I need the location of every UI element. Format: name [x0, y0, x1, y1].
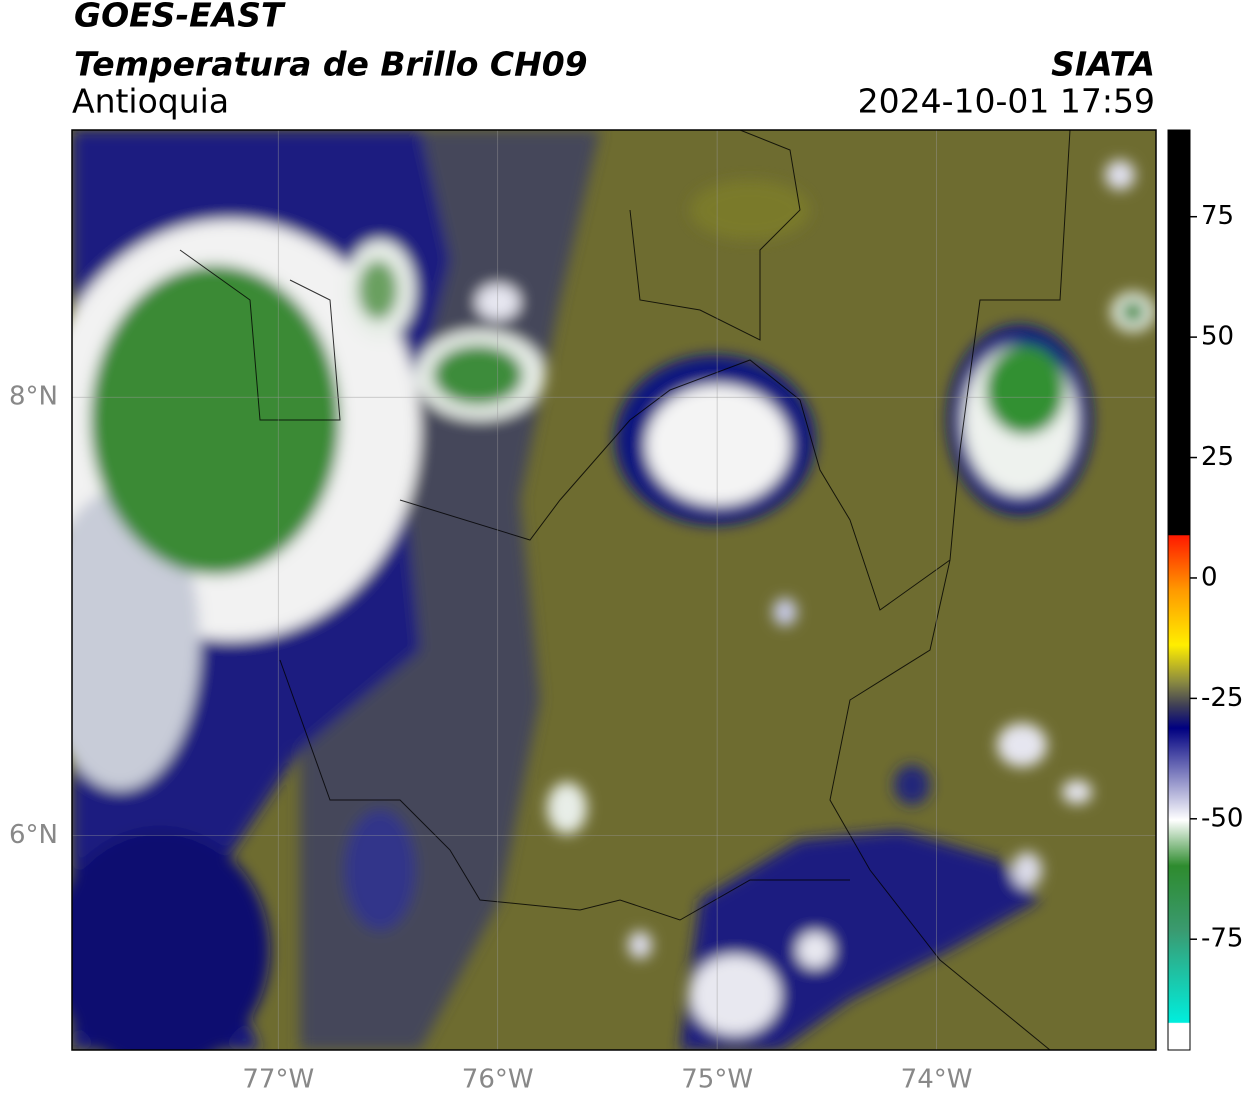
subtitle: Temperatura de Brillo CH09	[74, 45, 588, 84]
lon-tick-label: 77°W	[242, 1065, 314, 1095]
lon-tick-label: 75°W	[681, 1065, 753, 1095]
colorbar-tick-label: -75	[1201, 924, 1243, 954]
colorbar-tick-label: 25	[1201, 442, 1234, 472]
colorbar-tick-label: -50	[1201, 803, 1243, 833]
satellite-image	[72, 130, 1156, 1050]
colorbar-tick-label: 0	[1201, 562, 1218, 592]
graticule	[72, 130, 1156, 1050]
colorbar-tick-label: 50	[1201, 322, 1234, 352]
lat-tick-label: 6°N	[9, 820, 58, 850]
region: Antioquia	[72, 82, 229, 121]
map-frame	[71, 129, 1157, 1051]
lat-tick-label: 8°N	[9, 382, 58, 412]
lon-tick-label: 74°W	[901, 1065, 973, 1095]
datetime: 2024-10-01 17:59	[858, 82, 1155, 121]
title: GOES-EAST	[74, 0, 286, 35]
colorbar-tick-label: -25	[1201, 683, 1243, 713]
colorbar	[1167, 129, 1191, 1051]
ticks: 77°W 76°W 75°W 74°W 8°N 6°N 75 50 25 0 -25 -50 -75	[9, 201, 1243, 1094]
org: SIATA	[1051, 45, 1155, 84]
colorbar-tick-label: 75	[1201, 201, 1234, 231]
lon-tick-label: 76°W	[462, 1065, 534, 1095]
